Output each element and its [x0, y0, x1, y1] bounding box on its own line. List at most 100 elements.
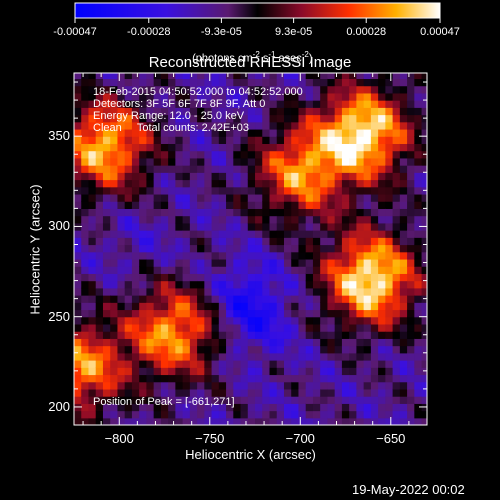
heatmap-cell [349, 128, 357, 137]
heatmap-cell [370, 273, 379, 282]
heatmap-cell [88, 323, 97, 332]
heatmap-cell [102, 208, 111, 217]
heatmap-cell [247, 410, 256, 419]
heatmap-cell [95, 273, 104, 282]
heatmap-cell [341, 410, 350, 419]
heatmap-cell [146, 309, 155, 318]
heatmap-cell [211, 396, 220, 404]
heatmap-cell [240, 251, 249, 260]
heatmap-cell [124, 114, 133, 123]
heatmap-cell [240, 208, 249, 217]
heatmap-cell [189, 186, 198, 195]
heatmap-cell [341, 73, 350, 80]
heatmap-cell [399, 208, 408, 217]
heatmap-cell [197, 78, 205, 87]
heatmap-cell [341, 193, 350, 202]
heatmap-cell [421, 396, 427, 404]
heatmap-cell [81, 251, 90, 260]
heatmap-cell [95, 244, 104, 253]
heatmap-cell [182, 121, 191, 130]
heatmap-cell [233, 258, 242, 267]
heatmap-cell [226, 208, 234, 217]
heatmap-cell [211, 295, 220, 303]
heatmap-cell [283, 157, 292, 166]
heatmap-cell [334, 287, 343, 296]
heatmap-cell [204, 374, 213, 383]
heatmap-cell [189, 410, 198, 419]
heatmap-cell [305, 208, 314, 217]
heatmap-cell [349, 323, 357, 332]
heatmap-cell [189, 388, 198, 397]
heatmap-cell [269, 367, 278, 376]
heatmap-cell [370, 396, 379, 404]
heatmap-cell [370, 165, 379, 173]
heatmap-cell [255, 287, 263, 296]
heatmap-cell [298, 403, 307, 412]
heatmap-cell [95, 193, 104, 202]
heatmap-cell [399, 143, 408, 152]
heatmap-cell [204, 150, 213, 159]
heatmap-cell [168, 403, 176, 412]
heatmap-cell [182, 367, 191, 376]
heatmap-cell [283, 100, 292, 108]
heatmap-cell [139, 121, 148, 130]
heatmap-cell [247, 193, 256, 202]
heatmap-cell [160, 143, 169, 152]
heatmap-cell [95, 258, 104, 267]
heatmap-cell [320, 316, 329, 325]
heatmap-cell [131, 179, 140, 188]
heatmap-cell [168, 201, 176, 209]
heatmap-cell [117, 222, 126, 231]
heatmap-cell [407, 309, 415, 318]
heatmap-cell [175, 309, 184, 318]
heatmap-cell [262, 150, 271, 159]
heatmap-cell [110, 193, 119, 202]
heatmap-cell [153, 244, 162, 253]
heatmap-cell [341, 78, 350, 87]
heatmap-cell [175, 157, 184, 166]
heatmap-cell [131, 367, 140, 376]
heatmap-cell [334, 381, 343, 390]
heatmap-cell [168, 251, 176, 260]
heatmap-cell [160, 165, 169, 173]
heatmap-cell [226, 136, 234, 144]
heatmap-cell [233, 244, 242, 253]
heatmap-cell [218, 136, 227, 144]
heatmap-cell [88, 157, 97, 166]
heatmap-cell [189, 107, 198, 116]
heatmap-cell [298, 381, 307, 390]
heatmap-cell [378, 157, 386, 166]
heatmap-cell [370, 309, 379, 318]
heatmap-cell [110, 179, 119, 188]
heatmap-cell [117, 338, 126, 347]
heatmap-cell [392, 186, 401, 195]
heatmap-cell [160, 244, 169, 253]
heatmap-cell [204, 302, 213, 311]
heatmap-cell [327, 258, 336, 267]
heatmap-cell [421, 157, 427, 166]
heatmap-cell [255, 78, 263, 87]
heatmap-cell [334, 251, 343, 260]
heatmap-cell [298, 136, 307, 144]
heatmap-cell [385, 85, 394, 94]
heatmap-cell [153, 201, 162, 209]
heatmap-cell [262, 331, 271, 339]
heatmap-cell [255, 136, 263, 144]
heatmap-cell [349, 193, 357, 202]
heatmap-cell [341, 150, 350, 159]
heatmap-cell [102, 186, 111, 195]
heatmap-cell [146, 92, 155, 101]
heatmap-cell [102, 316, 111, 325]
heatmap-cell [349, 172, 357, 181]
heatmap-cell [168, 172, 176, 181]
heatmap-cell [349, 121, 357, 130]
heatmap-cell [175, 381, 184, 390]
heatmap-cell [139, 114, 148, 123]
heatmap-cell [414, 150, 423, 159]
heatmap-cell [117, 78, 126, 87]
heatmap-cell [407, 201, 415, 209]
heatmap-cell [139, 316, 148, 325]
heatmap-cell [131, 273, 140, 282]
heatmap-cell [204, 352, 213, 361]
heatmap-cell [320, 287, 329, 296]
